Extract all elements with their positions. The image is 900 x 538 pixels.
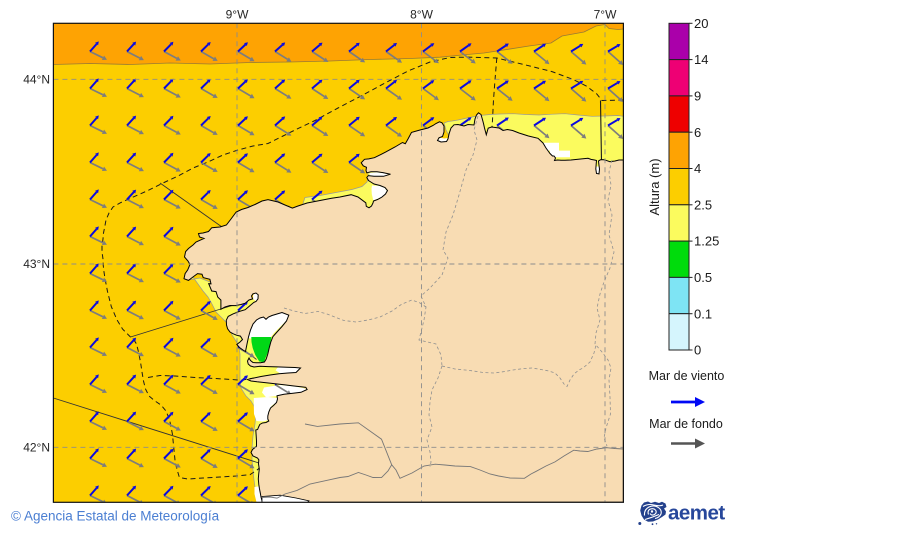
- svg-text:6: 6: [694, 125, 701, 140]
- svg-text:8°W: 8°W: [410, 8, 433, 22]
- svg-text:20: 20: [694, 16, 708, 31]
- svg-text:42°N: 42°N: [23, 441, 50, 455]
- svg-text:14: 14: [694, 52, 708, 67]
- svg-text:1.25: 1.25: [694, 234, 719, 249]
- svg-text:44°N: 44°N: [23, 73, 50, 87]
- svg-text:0: 0: [694, 343, 701, 358]
- svg-text:aemet: aemet: [668, 502, 725, 525]
- svg-text:7°W: 7°W: [594, 8, 617, 22]
- svg-text:9: 9: [694, 89, 701, 104]
- svg-text:0.1: 0.1: [694, 306, 712, 321]
- svg-text:0.5: 0.5: [694, 270, 712, 285]
- svg-text:43°N: 43°N: [23, 257, 50, 271]
- svg-text:© Agencia Estatal de Meteorolo: © Agencia Estatal de Meteorología: [11, 509, 220, 524]
- svg-text:Mar de fondo: Mar de fondo: [649, 417, 723, 431]
- svg-text:9°W: 9°W: [226, 8, 249, 22]
- svg-text:Mar de viento: Mar de viento: [649, 369, 725, 383]
- svg-text:2.5: 2.5: [694, 197, 712, 212]
- svg-text:Altura (m): Altura (m): [647, 158, 662, 215]
- svg-text:4: 4: [694, 161, 701, 176]
